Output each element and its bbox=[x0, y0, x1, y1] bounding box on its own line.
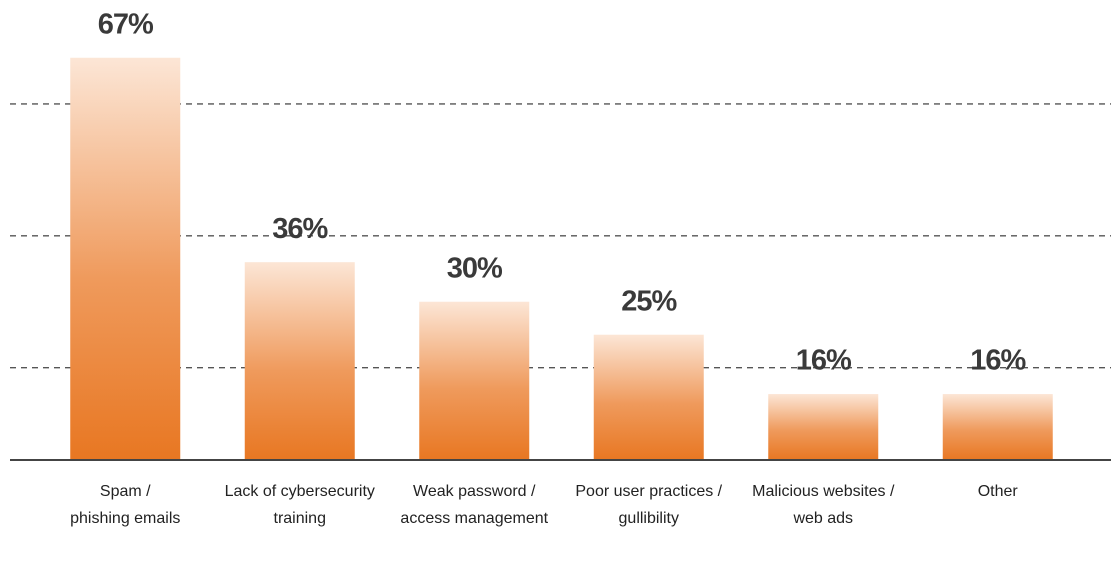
value-label: 16% bbox=[796, 345, 852, 377]
x-tick-label: Spam / bbox=[100, 483, 151, 500]
x-tick-label: Weak password / bbox=[413, 483, 536, 500]
x-tick-label: Poor user practices / bbox=[575, 483, 722, 500]
x-tick-label: phishing emails bbox=[70, 510, 180, 527]
x-tick-label: gullibility bbox=[619, 510, 679, 527]
x-tick-label: Malicious websites / bbox=[752, 483, 895, 500]
value-label: 67% bbox=[98, 8, 154, 40]
bar bbox=[70, 57, 181, 460]
bar bbox=[593, 334, 704, 460]
x-tick-label: web ads bbox=[792, 510, 853, 527]
value-label: 36% bbox=[272, 213, 328, 245]
x-tick-label: Lack of cybersecurity bbox=[225, 483, 375, 500]
x-tick-label: training bbox=[274, 510, 326, 527]
bar bbox=[244, 262, 355, 460]
x-tick-label: Other bbox=[978, 483, 1019, 500]
value-label: 25% bbox=[621, 285, 677, 317]
bar bbox=[768, 394, 879, 460]
bar bbox=[942, 394, 1053, 460]
bar bbox=[419, 301, 530, 460]
value-label: 16% bbox=[970, 345, 1026, 377]
value-label: 30% bbox=[447, 252, 503, 284]
x-tick-label: access management bbox=[400, 510, 548, 527]
